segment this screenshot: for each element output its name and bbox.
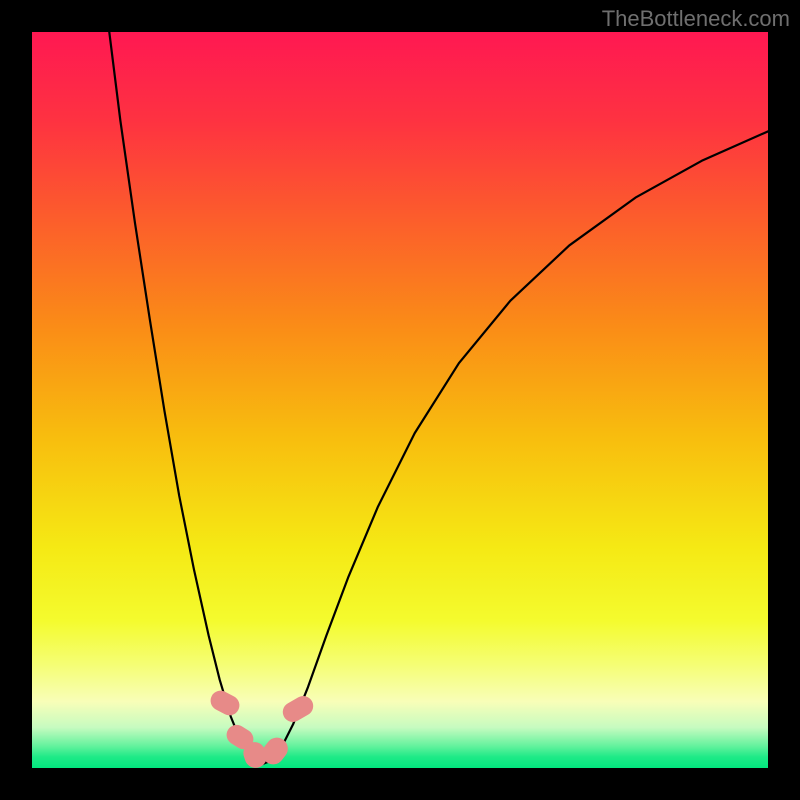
bottleneck-curve xyxy=(32,32,768,768)
curve-path xyxy=(109,32,768,764)
chart-canvas: TheBottleneck.com xyxy=(0,0,800,800)
watermark-text: TheBottleneck.com xyxy=(602,6,790,32)
plot-area xyxy=(32,32,768,768)
